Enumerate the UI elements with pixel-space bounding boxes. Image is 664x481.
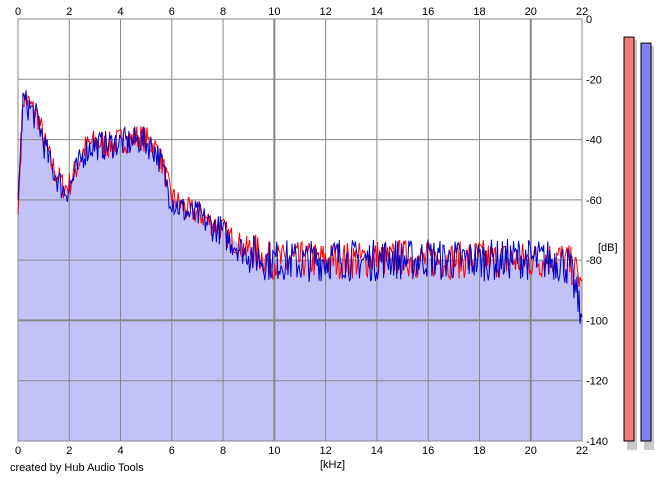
- x-tick-label-top: 0: [15, 6, 21, 18]
- y-tick-label: -80: [586, 255, 602, 267]
- x-tick-label-top: 10: [268, 6, 280, 18]
- x-tick-label-bottom: 16: [422, 445, 434, 457]
- grid: [17, 18, 583, 442]
- series-line-2: [17, 90, 583, 325]
- y-tick-labels: 0 -20 -40 -60 -80 -100 -120 -140: [586, 14, 608, 448]
- credit-text: created by Hub Audio Tools: [10, 462, 144, 474]
- x-tick-label-bottom: 22: [576, 445, 588, 457]
- x-axis-unit: [kHz]: [320, 459, 345, 471]
- x-tick-label-bottom: 4: [117, 445, 123, 457]
- y-tick-label: -120: [586, 376, 608, 388]
- y-tick-label: -60: [586, 195, 602, 207]
- y-tick-label: -40: [586, 135, 602, 147]
- x-tick-label-top: 6: [169, 6, 175, 18]
- y-tick-label: -20: [586, 74, 602, 86]
- x-tick-label-top: 20: [525, 6, 537, 18]
- x-tick-label-top: 22: [576, 6, 588, 18]
- y-tick-label: -100: [586, 315, 608, 327]
- x-tick-label-bottom: 10: [268, 445, 280, 457]
- y-axis-unit: [dB]: [598, 242, 618, 254]
- x-tick-label-bottom: 8: [220, 445, 226, 457]
- level-meters: [623, 36, 654, 450]
- x-tick-label-bottom: 20: [525, 445, 537, 457]
- x-tick-label-top: 8: [220, 6, 226, 18]
- series-layer: [17, 90, 583, 325]
- x-tick-label-top: 2: [66, 6, 72, 18]
- x-tick-label-top: 4: [117, 6, 123, 18]
- x-tick-label-top: 18: [473, 6, 485, 18]
- x-tick-label-top: 12: [320, 6, 332, 18]
- x-tick-label-bottom: 2: [66, 445, 72, 457]
- level-meter-2: [640, 42, 652, 442]
- y-tick-label: -140: [586, 436, 608, 448]
- x-tick-label-bottom: 18: [473, 445, 485, 457]
- y-tick-label: 0: [586, 14, 592, 26]
- x-tick-label-bottom: 0: [15, 445, 21, 457]
- level-meter-1: [623, 36, 635, 442]
- x-tick-label-top: 16: [422, 6, 434, 18]
- x-tick-label-top: 14: [371, 6, 383, 18]
- x-tick-label-bottom: 6: [169, 445, 175, 457]
- x-tick-label-bottom: 14: [371, 445, 383, 457]
- x-tick-label-bottom: 12: [320, 445, 332, 457]
